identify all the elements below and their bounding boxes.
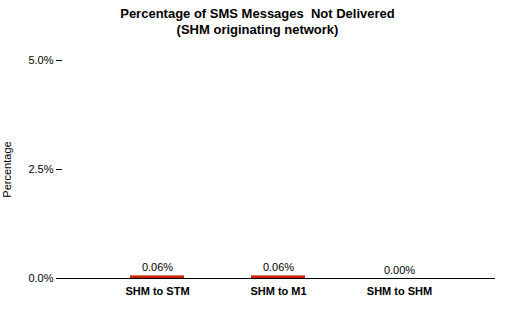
svg-text:5.0%: 5.0% bbox=[28, 54, 53, 66]
svg-text:2.5%: 2.5% bbox=[28, 163, 53, 175]
html-text:Percentage of SMS Messages Not: Percentage of SMS Messages Not Delivered bbox=[120, 6, 395, 21]
svg-text:0.06%: 0.06% bbox=[142, 261, 173, 273]
svg-text:SHM to STM: SHM to STM bbox=[125, 285, 189, 297]
svg-text:0.00%: 0.00% bbox=[384, 264, 415, 276]
svg-text:0.0%: 0.0% bbox=[28, 272, 53, 284]
html-text:(SHM originating network): (SHM originating network) bbox=[176, 22, 339, 37]
svg-text:SHM to M1: SHM to M1 bbox=[250, 285, 306, 297]
svg-text:Percentage: Percentage bbox=[1, 141, 13, 197]
svg-text:0.06%: 0.06% bbox=[263, 261, 294, 273]
svg-text:SHM to SHM: SHM to SHM bbox=[367, 285, 432, 297]
